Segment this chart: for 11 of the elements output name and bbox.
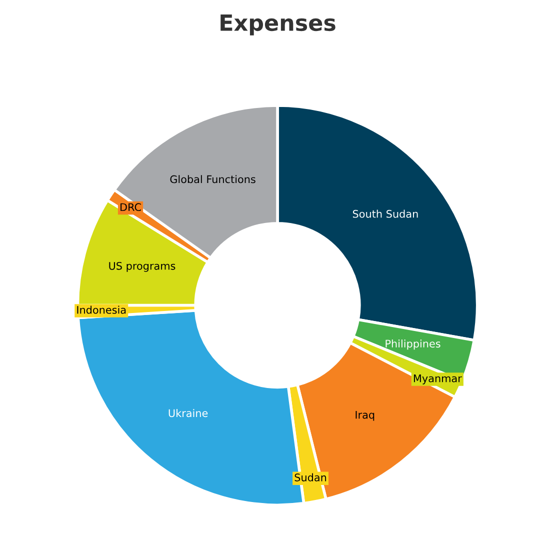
chart-title: Expenses <box>220 14 336 36</box>
slice-label: South Sudan <box>352 210 418 218</box>
slice-label: Myanmar <box>414 374 462 384</box>
slice-label: Iraq <box>356 411 374 421</box>
slice-label: Philippines <box>386 340 440 350</box>
slice-label: Sudan <box>294 473 326 482</box>
slice-label: DRC <box>120 203 141 212</box>
slice-label: US programs <box>109 262 176 272</box>
slice-label: Indonesia <box>77 306 126 314</box>
slice-label: Global Functions <box>170 175 256 184</box>
slice-label: Ukraine <box>168 409 208 418</box>
